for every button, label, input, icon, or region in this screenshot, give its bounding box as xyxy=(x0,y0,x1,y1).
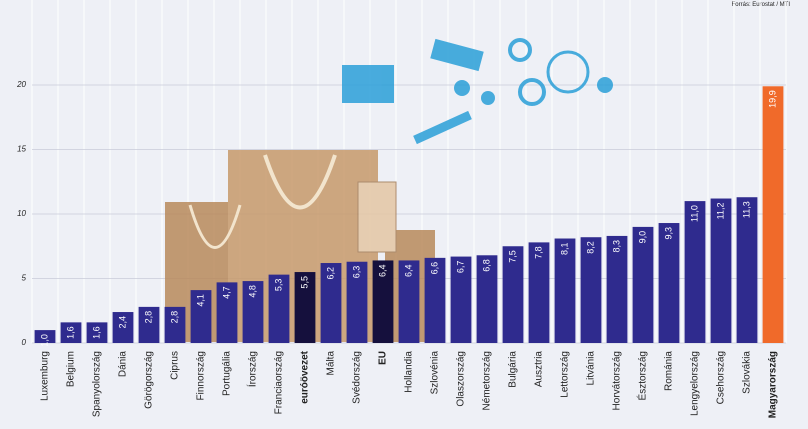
bar xyxy=(86,322,108,343)
value-label: 11,2 xyxy=(715,203,725,220)
x-tick-label: Franciaország xyxy=(274,351,285,414)
x-tick-label: Lengyelország xyxy=(690,351,701,416)
value-label: 2,4 xyxy=(117,316,127,329)
value-label: 11,3 xyxy=(741,201,751,218)
y-tick-label: 10 xyxy=(17,209,26,218)
bar xyxy=(60,322,82,343)
x-tick-label: Dánia xyxy=(118,351,129,378)
x-tick-label: Finnország xyxy=(196,351,207,400)
value-label: 9,3 xyxy=(663,227,673,240)
bar xyxy=(554,238,576,343)
value-label: 8,1 xyxy=(559,243,569,256)
x-tick-label: Németország xyxy=(482,351,493,410)
value-label: 2,8 xyxy=(169,311,179,324)
bar xyxy=(190,290,212,343)
value-label: 19,9 xyxy=(767,90,777,108)
value-label: 6,8 xyxy=(481,259,491,272)
bar xyxy=(398,260,420,343)
value-label: 2,8 xyxy=(143,311,153,324)
value-label: 6,3 xyxy=(351,266,361,279)
bar xyxy=(242,281,264,343)
value-label: 1,6 xyxy=(91,326,101,339)
value-label: 6,2 xyxy=(325,267,335,280)
x-tick-label: Lettország xyxy=(560,351,571,398)
x-tick-label: Bulgária xyxy=(508,351,519,388)
value-label: 8,3 xyxy=(611,240,621,253)
source: Forrás: Eurostat / MTI xyxy=(732,2,791,8)
x-tick-label: Litvánia xyxy=(586,351,597,386)
bar xyxy=(528,242,550,343)
value-label: 6,4 xyxy=(403,264,413,277)
x-tick-label: Spanyolország xyxy=(92,351,103,417)
x-tick-label: euróövezet xyxy=(300,350,311,403)
x-tick-label: Málta xyxy=(326,351,337,376)
value-label: 4,7 xyxy=(221,286,231,299)
value-label: 4,1 xyxy=(195,294,205,307)
x-tick-label: Portugália xyxy=(222,351,233,396)
value-label: 7,8 xyxy=(533,246,543,259)
value-label: 6,7 xyxy=(455,261,465,274)
bar xyxy=(320,263,342,343)
value-label: 5,3 xyxy=(273,279,283,292)
bar xyxy=(216,282,238,343)
bar xyxy=(762,86,784,343)
x-tick-label: Románia xyxy=(664,351,675,391)
x-tick-label: Magyarország xyxy=(768,351,779,418)
bar xyxy=(164,306,186,343)
value-label: 5,5 xyxy=(299,276,309,289)
value-label: 9,0 xyxy=(637,231,647,244)
x-tick-label: Svédország xyxy=(352,351,363,404)
bar xyxy=(138,306,160,343)
bar xyxy=(710,198,732,343)
bar xyxy=(580,237,602,343)
bar xyxy=(268,274,290,343)
y-tick-label: 20 xyxy=(16,80,26,89)
bar xyxy=(34,330,56,343)
x-tick-label: Írország xyxy=(246,351,259,387)
value-label: 8,2 xyxy=(585,241,595,254)
value-label: 6,4 xyxy=(377,264,387,277)
value-label: 6,6 xyxy=(429,262,439,275)
bar xyxy=(736,197,758,343)
value-label: 4,8 xyxy=(247,285,257,298)
bar xyxy=(112,312,134,343)
bar xyxy=(450,256,472,343)
x-tick-label: Szlovákia xyxy=(742,351,753,394)
bar xyxy=(684,201,706,343)
y-tick-label: 15 xyxy=(17,145,26,154)
x-tick-label: Csehország xyxy=(716,351,727,404)
bar xyxy=(476,255,498,343)
y-tick-label: 5 xyxy=(22,274,27,283)
x-tick-label: Szlovénia xyxy=(430,351,441,395)
value-label: 1,0 xyxy=(39,334,49,347)
x-tick-label: Görögország xyxy=(144,351,155,409)
x-tick-label: Luxemburg xyxy=(40,351,51,401)
value-label: 1,6 xyxy=(65,326,75,339)
x-tick-label: Horvátország xyxy=(612,351,623,410)
bar xyxy=(346,261,368,343)
x-tick-label: Ciprus xyxy=(170,351,181,380)
value-label: 11,0 xyxy=(689,205,699,222)
bar xyxy=(424,257,446,343)
x-tick-label: Hollandia xyxy=(404,351,415,393)
bar xyxy=(658,223,680,343)
x-tick-label: Észtország xyxy=(636,351,649,400)
x-tick-label: Olaszország xyxy=(456,351,467,407)
y-tick-label: 0 xyxy=(22,338,27,347)
bar xyxy=(606,235,628,343)
x-tick-label: Belgium xyxy=(66,351,77,387)
x-tick-label: EU xyxy=(378,351,389,365)
bar xyxy=(632,226,654,343)
x-tick-label: Ausztria xyxy=(534,351,545,388)
bar xyxy=(502,246,524,343)
bar xyxy=(372,260,394,343)
bar xyxy=(294,272,316,343)
value-label: 7,5 xyxy=(507,250,517,263)
